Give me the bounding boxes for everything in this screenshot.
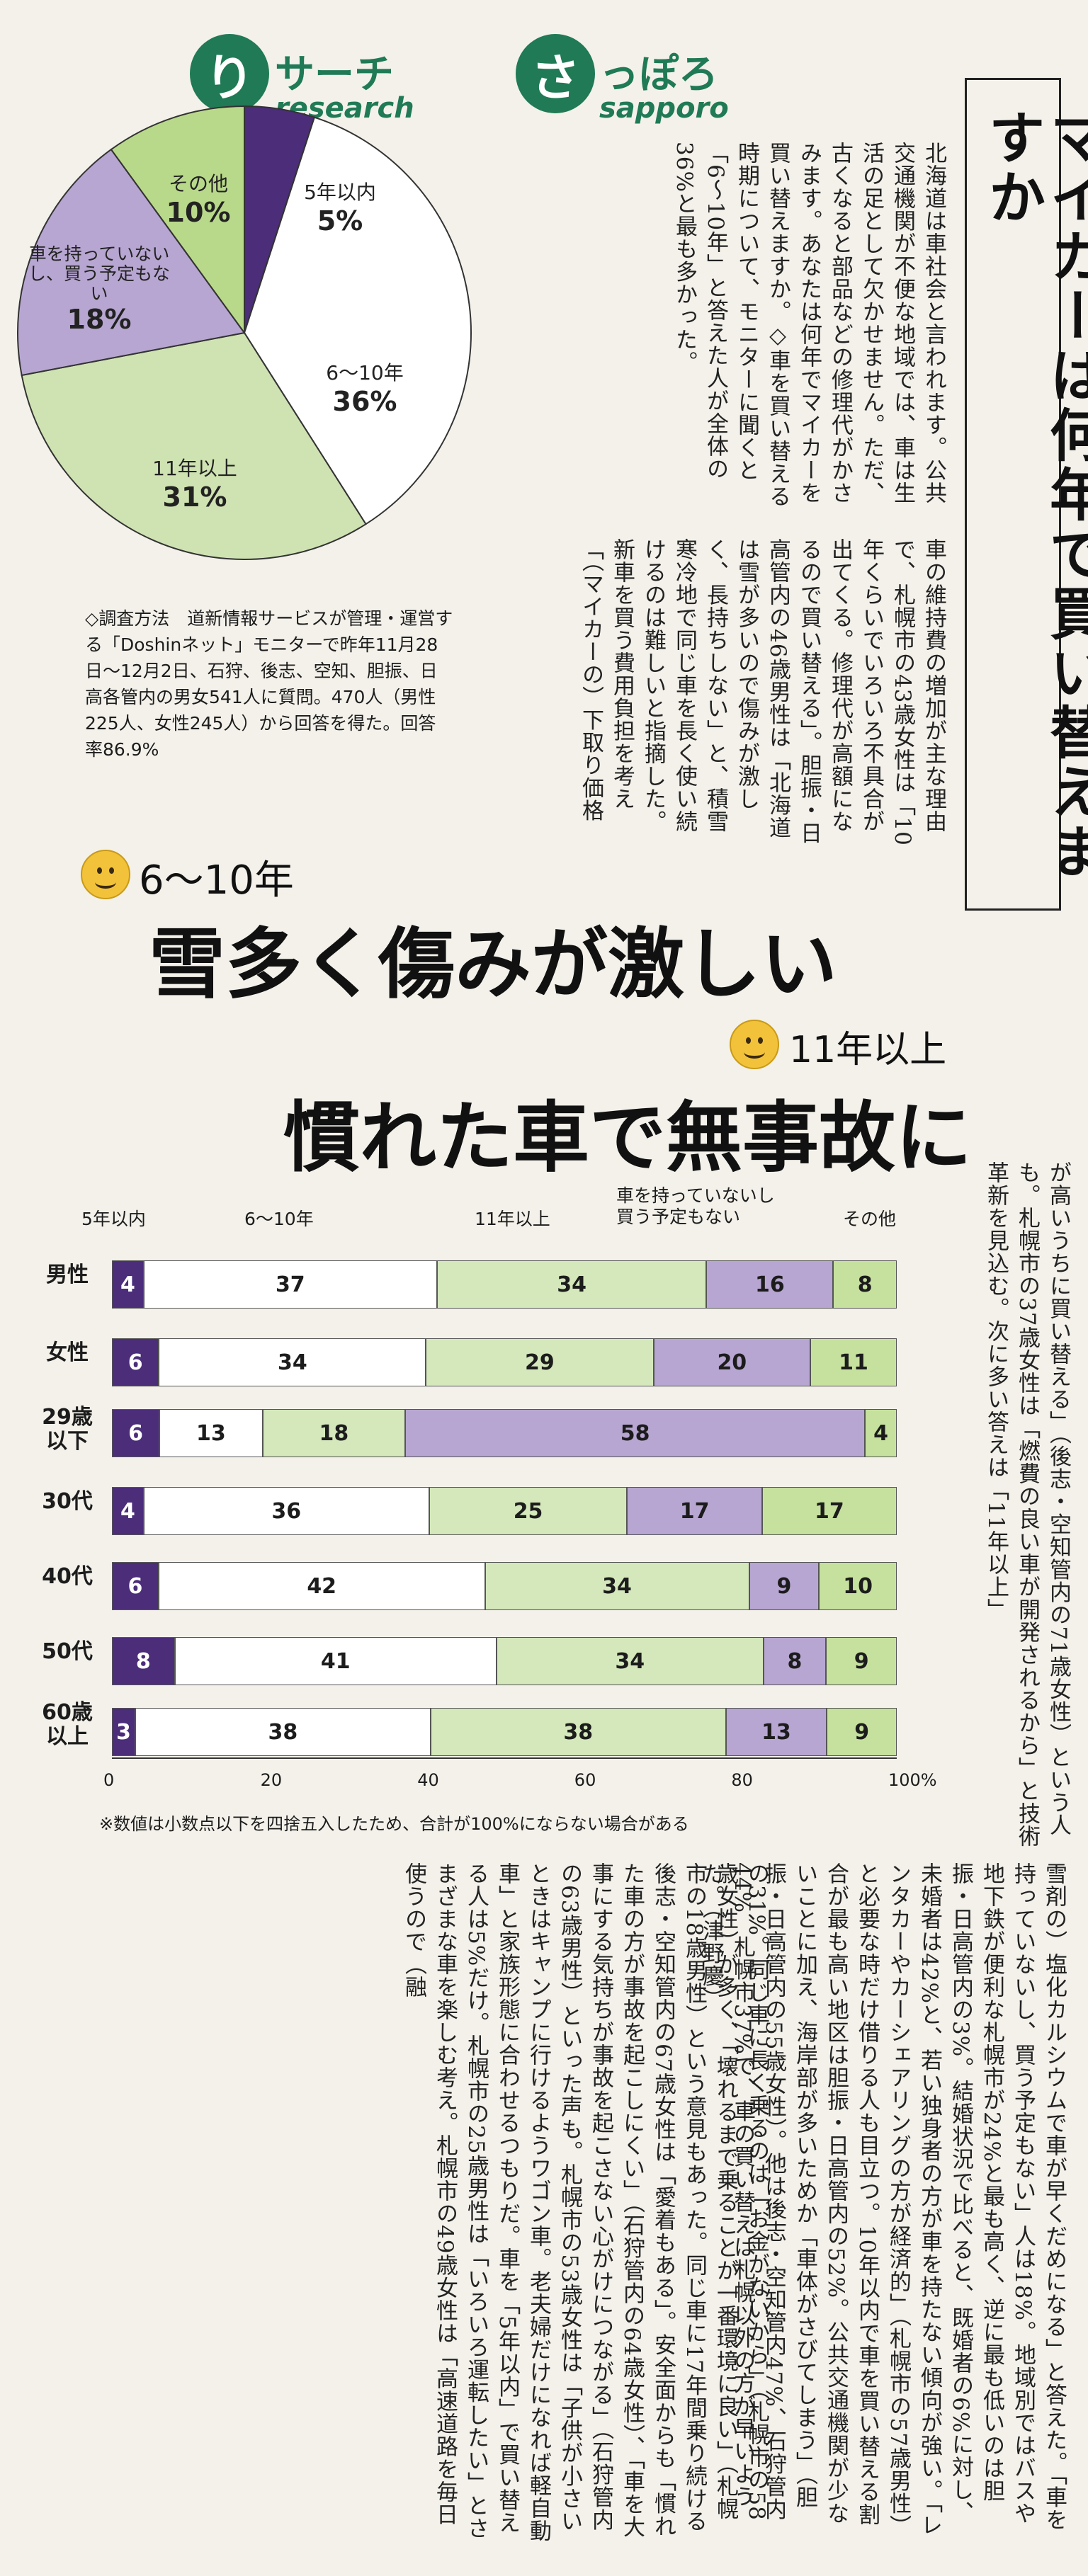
logo-research-kana: サーチ (275, 52, 394, 98)
article-title: マイカーは何年で買い替えますか (980, 108, 1088, 882)
pie-chart-svg (17, 105, 472, 560)
divider-top (21, 858, 942, 860)
bar-segment: 8 (833, 1260, 897, 1309)
x-axis-line (112, 1757, 897, 1759)
intro-text: 北海道は車社会と言われます。公共交通機関が不便な地域では、車は生活の足として欠か… (672, 142, 946, 508)
bar-segment: 42 (158, 1562, 485, 1610)
bar-segment: 8 (763, 1637, 827, 1685)
x-tick-label: 60 (574, 1770, 596, 1790)
row-label-under29-b: 以下 (46, 1429, 89, 1454)
row-label-male: 男性 (46, 1263, 89, 1287)
bar-segment: 13 (159, 1409, 263, 1457)
pie-label-nocar: 車を持っていないし、買う予定もない 18% (28, 244, 171, 336)
smiley-icon-2 (730, 1020, 779, 1069)
legend-11y: 11年以上 (475, 1209, 550, 1229)
bar-segment: 17 (627, 1487, 762, 1535)
bar-segment: 38 (430, 1708, 726, 1756)
bar-segment: 16 (706, 1260, 834, 1309)
logo-sapporo-kana: っぽろ (599, 52, 718, 98)
bar-segment: 4 (865, 1409, 897, 1457)
bar-segment: 9 (749, 1562, 820, 1610)
bar-segment: 34 (484, 1562, 749, 1610)
bar-segment: 6 (112, 1409, 160, 1457)
bar-segment: 38 (135, 1708, 431, 1756)
pie-label-6-10y: 6〜10年 36% (326, 361, 404, 417)
headline2: 慣れた車で無事故に (283, 1093, 973, 1182)
bar-segment: 4 (112, 1260, 144, 1309)
legend-nocar-1: 車を持っていないし (616, 1185, 775, 1206)
pie-slice-4 (110, 105, 245, 336)
pie-label-other: その他 10% (166, 172, 231, 228)
survey-method: ◇調査方法 道新情報サービスが管理・運営する「Doshinネット」モニターで昨年… (85, 608, 453, 760)
legend-nocar-2: 買う予定もない (616, 1207, 741, 1227)
body-text-2: が高いうちに買い替える」（後志・空知管内の71歳女性）という人も。札幌市の37歳… (983, 1161, 1071, 1848)
logo-ri-circle: り (190, 34, 269, 113)
bar-segment: 10 (819, 1562, 897, 1610)
headline1-sub: 6〜10年 (139, 857, 294, 904)
row-label-under29-a: 29歳 (42, 1405, 93, 1430)
bar-segment: 34 (496, 1637, 764, 1685)
row-label-30s: 30代 (42, 1489, 93, 1514)
pie-slice-2 (21, 331, 367, 560)
x-tick-label: 80 (731, 1770, 753, 1790)
logo-sa-circle: さ (516, 34, 595, 113)
headline1: 雪多く傷みが激しい (149, 920, 838, 1009)
bar-segment: 34 (436, 1260, 707, 1309)
legend-5y: 5年以内 (81, 1209, 146, 1229)
bar-segment: 8 (112, 1637, 175, 1685)
bar-segment: 4 (112, 1487, 144, 1535)
bar-segment: 11 (810, 1338, 897, 1386)
pie-label-5y: 5年以内 5% (304, 181, 376, 236)
chart-note: ※数値は小数点以下を四捨五入したため、合計が100%にならない場合がある (99, 1814, 689, 1834)
headline2-sub: 11年以上 (789, 1029, 947, 1071)
bar-segment: 6 (112, 1338, 159, 1386)
bar-segment: 20 (653, 1338, 811, 1386)
x-tick-label: 0 (103, 1770, 115, 1790)
smiley-icon (81, 850, 130, 899)
pie-slice-3 (17, 148, 246, 377)
bar-segment: 29 (426, 1338, 654, 1386)
legend-other: その他 (843, 1209, 897, 1229)
body-text-1: 車の維持費の増加が主な理由で、札幌市の43歳女性は「10年くらいでいろいろ不具合… (578, 538, 946, 846)
bar-segment: 9 (826, 1637, 897, 1685)
bar-segment: 13 (725, 1708, 827, 1756)
article-title-box: マイカーは何年で買い替えますか (965, 78, 1088, 911)
row-label-40s: 40代 (42, 1564, 93, 1589)
logo-sapporo-en: sapporo (599, 92, 729, 125)
pie-label-11y: 11年以上 31% (152, 457, 237, 513)
bar-segment: 9 (827, 1708, 897, 1756)
body-text-3: の31%。同じ車に長く乗るのは「お金がないから」（札幌市の58歳女性）が多く、「… (401, 1862, 769, 2542)
bar-segment: 58 (405, 1409, 866, 1457)
bar-segment: 18 (262, 1409, 406, 1457)
row-label-under29: 29歳 以下 (21, 1406, 113, 1454)
pie-slice-1 (243, 116, 472, 525)
bar-segment: 41 (174, 1637, 497, 1685)
bar-segment: 34 (159, 1338, 426, 1386)
row-label-female: 女性 (46, 1340, 89, 1365)
bar-segment: 36 (143, 1487, 429, 1535)
bar-segment: 25 (429, 1487, 628, 1535)
row-label-60plus: 60歳 以上 (21, 1701, 113, 1749)
x-tick-label: 100% (888, 1770, 937, 1790)
bar-segment: 37 (143, 1260, 437, 1309)
legend-6-10y: 6〜10年 (244, 1209, 314, 1229)
x-tick-label: 20 (260, 1770, 283, 1790)
row-label-60plus-b: 以上 (46, 1724, 89, 1749)
x-tick-label: 40 (417, 1770, 439, 1790)
bar-segment: 6 (112, 1562, 159, 1610)
row-label-50s: 50代 (42, 1639, 93, 1664)
bar-segment: 17 (761, 1487, 897, 1535)
row-label-60plus-a: 60歳 (42, 1700, 93, 1725)
bar-segment: 3 (112, 1708, 135, 1756)
body-text-4: 雪剤の）塩化カルシウムで車が早くだめになる」と答えた。「車を持っていないし、買う… (698, 1862, 1067, 2538)
